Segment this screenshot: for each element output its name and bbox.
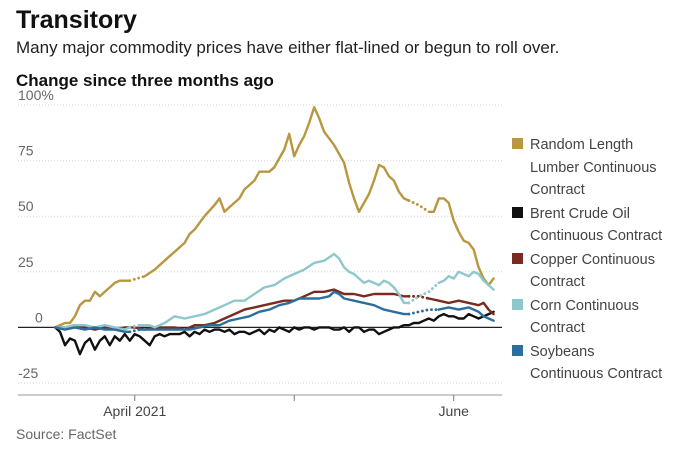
series-lines: [53, 105, 495, 356]
y-tick-label: -25: [18, 365, 38, 381]
chart-heading: Change since three months ago: [16, 71, 274, 90]
legend-label: Contract: [530, 274, 585, 290]
series-line-segment: [138, 290, 411, 331]
series-gap-segment: [407, 294, 431, 300]
x-tick-label: June: [439, 403, 470, 419]
series-line-segment: [427, 197, 495, 287]
legend-item: Copper Continuous Contract: [512, 249, 678, 294]
legend-label: Continuous Contract: [530, 228, 663, 244]
legend-swatch-corn: [512, 298, 523, 310]
y-tick-label: 100%: [18, 87, 54, 103]
series-line-segment: [437, 306, 495, 322]
legend-label: Random Length: [530, 137, 634, 153]
chart-subtitle: Many major commodity prices have either …: [16, 38, 560, 57]
legend-swatch-soybeans: [512, 344, 523, 356]
source-note: Source: FactSet: [16, 426, 117, 442]
series-gap-segment: [407, 308, 441, 316]
legend-swatch-lumber: [512, 138, 523, 149]
legend-label: Contract: [530, 182, 585, 198]
legend-label: Contract: [530, 320, 585, 336]
y-axis-ticks: -25 0 25 50 75 100%: [18, 87, 54, 381]
legend-label: Lumber Continuous: [530, 159, 657, 176]
legend-swatch-copper: [512, 252, 523, 264]
y-tick-label: 75: [18, 143, 34, 159]
legend-item: Corn Continuous Contract: [512, 295, 678, 340]
legend-label: Copper Continuous: [530, 251, 655, 268]
series-line-segment: [53, 279, 132, 329]
series-line-segment: [53, 326, 132, 333]
series-line-segment: [53, 310, 495, 356]
series-random: [53, 105, 495, 329]
series-line-segment: [53, 288, 411, 331]
series-line-segment: [138, 252, 411, 329]
y-tick-label: 50: [18, 198, 34, 214]
series-gap-segment: [128, 274, 147, 283]
series-line-segment: [427, 297, 495, 316]
y-tick-label: 0: [35, 309, 43, 325]
series-line-segment: [437, 270, 495, 291]
x-axis-ticks: April 2021 June: [18, 394, 502, 419]
legend-swatch-brent: [512, 206, 523, 218]
y-tick-label: 25: [18, 254, 34, 270]
series-gap-segment: [128, 328, 142, 334]
series-gap-segment: [128, 323, 142, 329]
series-line-segment: [143, 105, 411, 278]
legend-label: Soybeans: [530, 343, 595, 360]
legend-item: Brent Crude Oil Continuous Contract: [512, 203, 678, 248]
series-soybeans: [53, 290, 495, 334]
series-gap-segment: [407, 199, 431, 214]
legend: Random Length Lumber Continuous Contract…: [512, 134, 678, 387]
x-tick-label: April 2021: [103, 403, 166, 419]
series-brent: [53, 310, 495, 356]
legend-item: Soybeans Continuous Contract: [512, 341, 678, 386]
legend-label: Continuous Contract: [530, 366, 663, 382]
series-gap-segment: [407, 281, 441, 305]
legend-label: Brent Crude Oil: [530, 205, 630, 222]
legend-item: Random Length Lumber Continuous Contract: [512, 134, 678, 202]
legend-label: Corn Continuous: [530, 297, 639, 314]
chart-title: Transitory: [16, 6, 137, 34]
